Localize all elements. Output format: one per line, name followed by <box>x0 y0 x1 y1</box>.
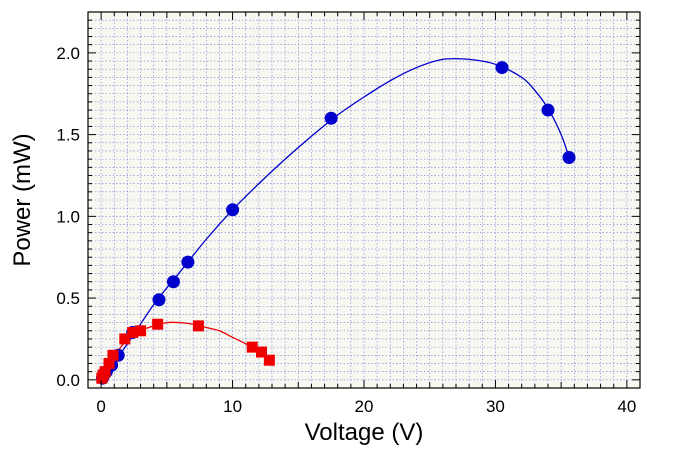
x-axis-label: Voltage (V) <box>305 419 424 446</box>
data-point-square <box>119 333 131 345</box>
data-point-square <box>135 325 147 337</box>
axis-ticks <box>87 11 641 388</box>
x-tick-label: 10 <box>223 397 242 416</box>
data-point-square <box>99 366 111 378</box>
grid <box>87 11 641 389</box>
y-axis-label: Power (mW) <box>9 133 36 266</box>
data-point-circle <box>541 103 555 117</box>
data-point-circle <box>166 275 180 289</box>
data-point-square <box>263 354 275 366</box>
data-point-circle <box>152 293 166 307</box>
x-tick-label: 40 <box>617 397 636 416</box>
y-tick-label: 1.5 <box>56 126 80 145</box>
data-point-square <box>103 357 115 369</box>
tick-labels: 0 10 20 30 40 0.0 0.5 1.0 1.5 2.0 <box>56 44 636 416</box>
x-tick-label: 30 <box>486 397 505 416</box>
data-point-square <box>192 320 204 332</box>
data-point-circle <box>324 111 338 125</box>
data-point-square <box>127 326 139 338</box>
x-tick-label: 0 <box>96 397 105 416</box>
data-point-circle <box>495 61 509 75</box>
data-point-circle <box>181 255 195 269</box>
data-point-square <box>152 318 164 330</box>
y-tick-label: 1.0 <box>56 207 80 226</box>
y-tick-label: 0.5 <box>56 289 80 308</box>
data-point-circle <box>562 150 576 164</box>
data-points <box>95 61 576 385</box>
data-point-square <box>107 349 119 361</box>
y-tick-label: 2.0 <box>56 44 80 63</box>
data-point-circle <box>226 203 240 217</box>
x-tick-label: 20 <box>355 397 374 416</box>
y-tick-label: 0.0 <box>56 371 80 390</box>
data-point-square <box>246 341 258 353</box>
data-point-square <box>255 346 267 358</box>
